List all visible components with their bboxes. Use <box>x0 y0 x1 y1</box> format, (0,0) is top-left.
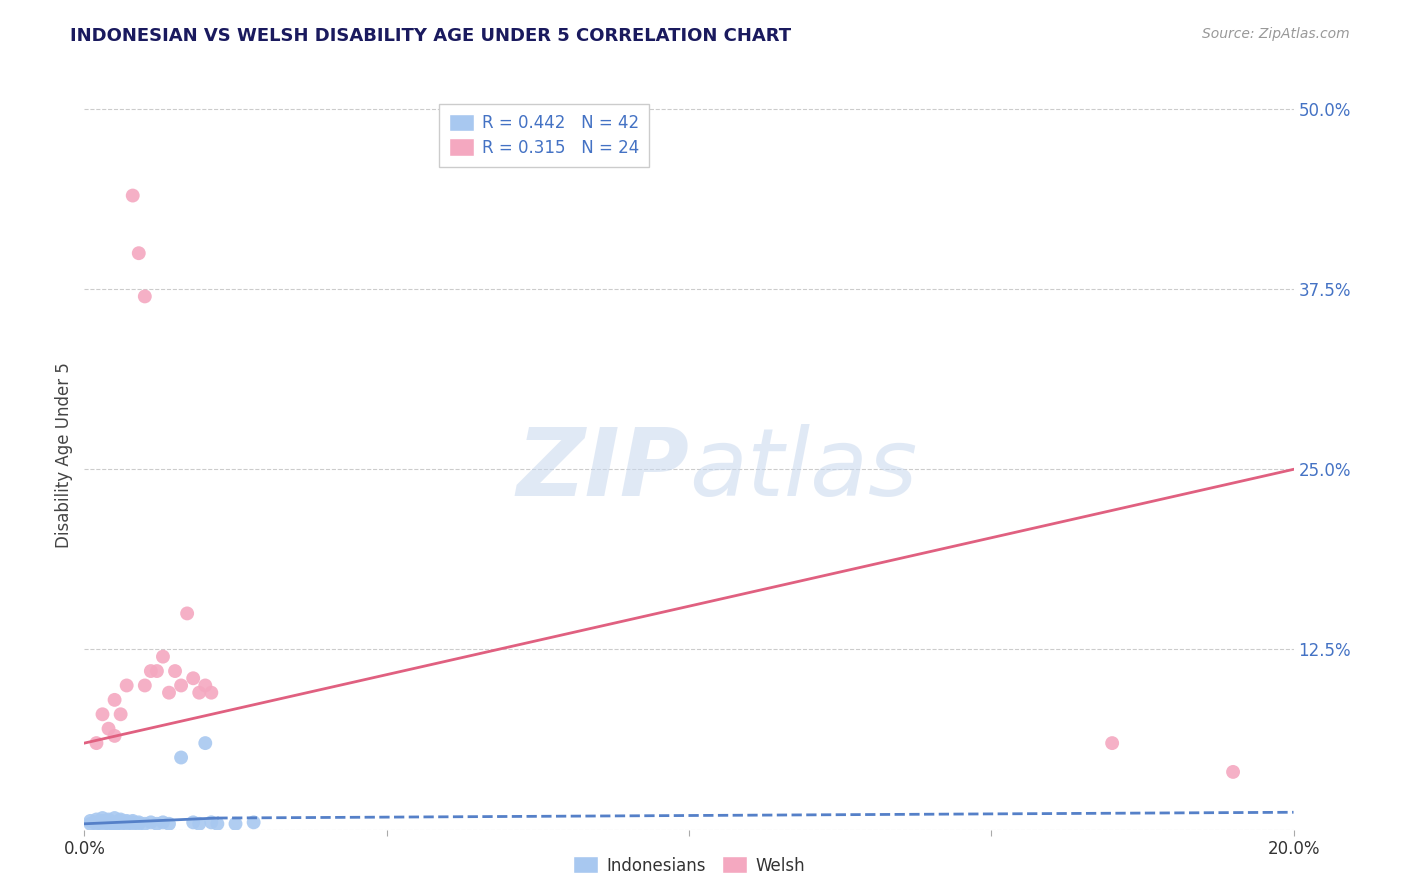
Point <box>79 814 101 828</box>
Point <box>97 722 120 736</box>
Point <box>121 815 143 830</box>
Point <box>139 664 162 678</box>
Text: ZIP: ZIP <box>516 424 689 516</box>
Point <box>170 750 193 764</box>
Text: Source: ZipAtlas.com: Source: ZipAtlas.com <box>1202 27 1350 41</box>
Point <box>1101 736 1123 750</box>
Point <box>97 814 120 828</box>
Legend: Indonesians, Welsh: Indonesians, Welsh <box>567 850 811 881</box>
Point <box>97 815 120 830</box>
Point <box>110 815 132 830</box>
Point <box>110 813 132 827</box>
Point <box>91 707 114 722</box>
Point <box>121 814 143 828</box>
Point <box>79 817 101 831</box>
Point <box>200 686 222 700</box>
Point <box>134 678 156 692</box>
Point <box>207 817 229 831</box>
Point <box>91 815 114 830</box>
Point <box>115 817 138 831</box>
Point <box>91 818 114 832</box>
Point <box>115 678 138 692</box>
Point <box>165 664 187 678</box>
Text: atlas: atlas <box>689 425 917 516</box>
Point <box>134 289 156 303</box>
Point <box>242 815 264 830</box>
Point <box>152 815 174 830</box>
Point <box>146 664 169 678</box>
Point <box>110 707 132 722</box>
Point <box>194 678 217 692</box>
Point <box>200 815 222 830</box>
Point <box>104 818 127 832</box>
Point <box>188 686 211 700</box>
Point <box>110 814 132 828</box>
Point <box>181 671 204 685</box>
Text: INDONESIAN VS WELSH DISABILITY AGE UNDER 5 CORRELATION CHART: INDONESIAN VS WELSH DISABILITY AGE UNDER… <box>70 27 792 45</box>
Point <box>104 729 127 743</box>
Point <box>115 815 138 830</box>
Point <box>86 813 108 827</box>
Point <box>86 817 108 831</box>
Point <box>146 817 169 831</box>
Point <box>139 815 162 830</box>
Point <box>110 817 132 831</box>
Point <box>188 817 211 831</box>
Point <box>152 649 174 664</box>
Point <box>1222 764 1244 779</box>
Point <box>181 815 204 830</box>
Point <box>104 815 127 830</box>
Point <box>121 817 143 831</box>
Point <box>121 188 143 202</box>
Point <box>97 813 120 827</box>
Point <box>225 817 247 831</box>
Point <box>86 736 108 750</box>
Point <box>91 814 114 828</box>
Point <box>128 815 150 830</box>
Point <box>86 815 108 830</box>
Point <box>157 686 180 700</box>
Point <box>128 246 150 260</box>
Point <box>104 817 127 831</box>
Point <box>134 817 156 831</box>
Point <box>91 811 114 825</box>
Point <box>104 811 127 825</box>
Point <box>157 817 180 831</box>
Point <box>128 817 150 831</box>
Point <box>176 607 198 621</box>
Y-axis label: Disability Age Under 5: Disability Age Under 5 <box>55 362 73 548</box>
Point <box>194 736 217 750</box>
Point <box>115 814 138 828</box>
Point <box>97 817 120 831</box>
Point <box>170 678 193 692</box>
Point <box>104 693 127 707</box>
